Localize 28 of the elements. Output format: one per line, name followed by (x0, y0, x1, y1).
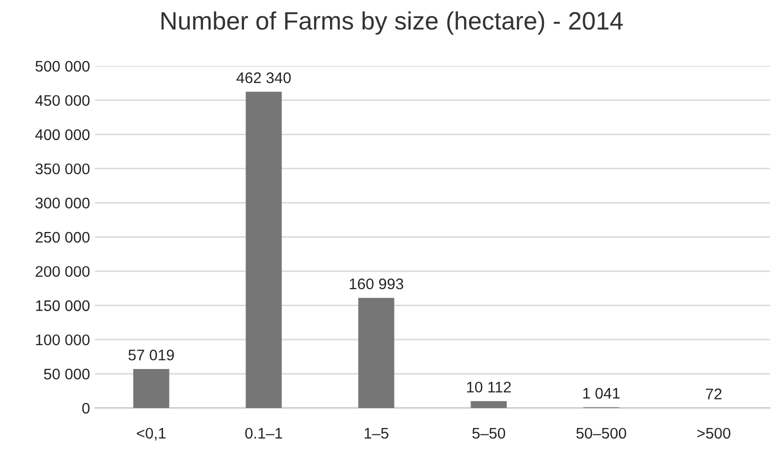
x-tick-label: 1–5 (364, 428, 388, 439)
x-tick-label: 50–500 (576, 428, 626, 439)
bar (246, 92, 282, 408)
data-label: 57 019 (128, 350, 174, 360)
x-tick-label: 5–50 (472, 428, 506, 439)
y-tick-label: 200 000 (36, 266, 90, 277)
bar (470, 401, 507, 408)
y-tick-label: 500 000 (36, 60, 90, 72)
y-tick-label: 150 000 (36, 300, 90, 312)
y-tick-label: 350 000 (36, 163, 90, 174)
y-tick-label: 100 000 (36, 334, 90, 346)
data-label: 72 (706, 388, 722, 400)
data-label: 462 340 (236, 72, 291, 84)
bar (358, 298, 394, 408)
x-tick-label: >500 (697, 428, 730, 439)
data-label: 160 993 (350, 278, 404, 290)
y-tick-label: 0 (82, 402, 90, 414)
chart-title: Number of Farms by size (hectare) - 2014 (162, 11, 623, 35)
y-tick-label: 50 000 (44, 368, 90, 380)
y-tick-label: 300 000 (36, 198, 90, 208)
y-tick-label: 250 000 (36, 232, 90, 243)
bar (133, 369, 170, 408)
x-tick-label: 0.1–1 (245, 428, 282, 439)
data-label: 1 041 (583, 388, 620, 399)
x-tick-label: <0,1 (136, 428, 166, 440)
y-tick-label: 450 000 (35, 95, 90, 106)
data-label: 10 112 (467, 382, 511, 393)
y-tick-label: 400 000 (35, 129, 90, 140)
